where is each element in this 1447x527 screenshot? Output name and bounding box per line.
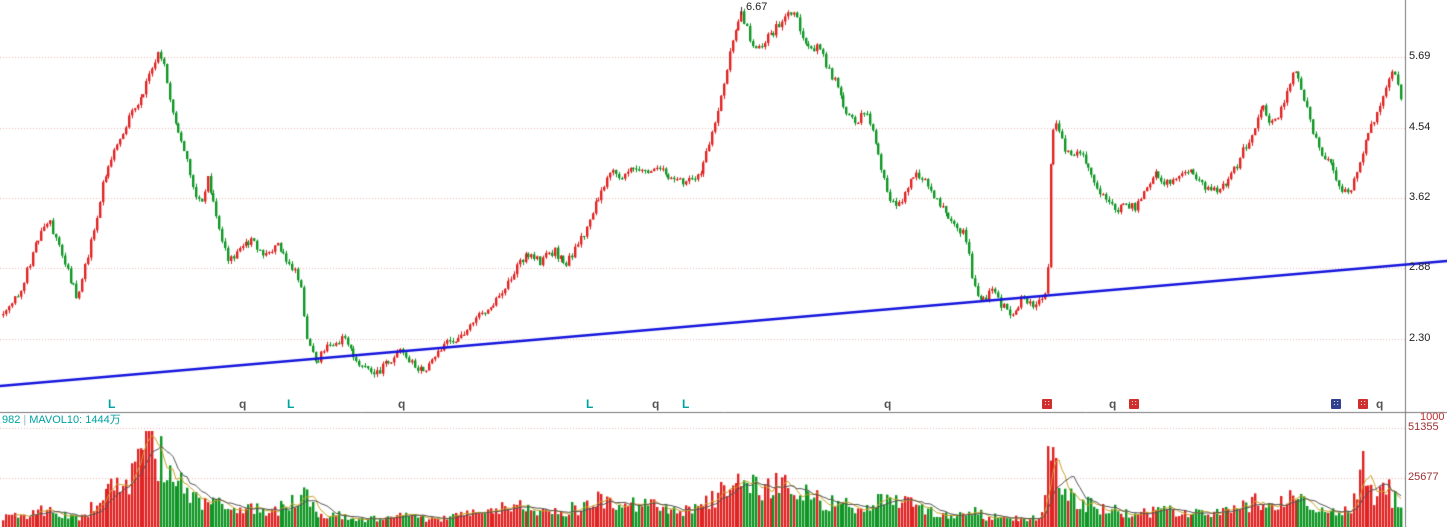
price-axis-label: 2.88	[1409, 261, 1431, 273]
mavol10-label: MAVOL10: 1444万	[29, 414, 121, 426]
signal-letter-q: q	[398, 397, 406, 411]
signal-letter-q: q	[1109, 397, 1117, 411]
price-axis-label: 4.54	[1409, 121, 1431, 133]
volume-axis-label: 51355	[1408, 421, 1439, 433]
signal-letter-q: q	[1376, 397, 1384, 411]
signal-letter-q: q	[884, 397, 892, 411]
price-axis-label: 2.30	[1409, 332, 1431, 344]
volume-axis-label: 1000	[1420, 411, 1445, 423]
header-divider: |	[23, 414, 27, 426]
signal-letter-L: L	[682, 397, 690, 411]
volume-pane-header: 982 | MAVOL10: 1444万	[2, 414, 121, 426]
signal-letter-L: L	[287, 397, 295, 411]
event-marker-icon[interactable]: ∷	[1129, 399, 1139, 409]
signal-letter-L: L	[108, 397, 116, 411]
peak-price-annotation: 6.67	[746, 1, 768, 13]
volume-axis-label: 25677	[1408, 471, 1439, 483]
signal-letter-q: q	[652, 397, 660, 411]
event-marker-icon[interactable]: ∷	[1042, 399, 1052, 409]
signal-letter-L: L	[586, 397, 594, 411]
event-marker-icon[interactable]: ∷	[1331, 399, 1341, 409]
price-axis-label: 5.69	[1409, 50, 1431, 62]
volume-value: 982	[2, 414, 21, 426]
event-marker-icon[interactable]: ∷	[1358, 399, 1368, 409]
signal-letter-q: q	[239, 397, 247, 411]
price-axis-label: 3.62	[1409, 191, 1431, 203]
